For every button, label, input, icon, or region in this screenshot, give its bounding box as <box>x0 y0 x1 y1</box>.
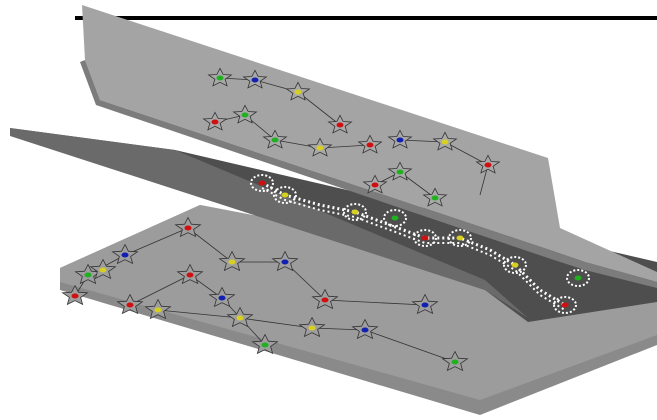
synapse-dot <box>397 170 404 175</box>
synapse-dot <box>85 273 92 278</box>
synapse-dot <box>422 303 429 308</box>
synapse-dot <box>337 123 344 128</box>
synapse-dot <box>362 328 369 333</box>
synapse-dot <box>259 181 266 186</box>
synapse-dot <box>282 193 289 198</box>
synapse-dot <box>187 273 194 278</box>
synapse-dot <box>309 326 316 331</box>
synapse-dot <box>422 236 429 241</box>
synapse-dot <box>562 303 569 308</box>
illustration <box>0 0 657 420</box>
synapse-dot <box>72 294 79 299</box>
synapse-dot <box>367 143 374 148</box>
synapse-dot <box>452 360 459 365</box>
synapse-dot <box>432 196 439 201</box>
synapse-dot <box>352 210 359 215</box>
synapse-dot <box>262 343 269 348</box>
synapse-dot <box>392 216 399 221</box>
synapse-dot <box>372 183 379 188</box>
synapse-dot <box>317 146 324 151</box>
synapse-dot <box>237 316 244 321</box>
synapse-dot <box>122 253 129 258</box>
synapse-dot <box>282 260 289 265</box>
synapse-dot <box>217 76 224 81</box>
synapse-dot <box>252 78 259 83</box>
synapse-dot <box>212 120 219 125</box>
synapse-dot <box>100 268 107 273</box>
synapse-dot <box>155 308 162 313</box>
synapse-dot <box>219 296 226 301</box>
synapse-dot <box>512 263 519 268</box>
synapse-dot <box>485 163 492 168</box>
synapse-dot <box>242 113 249 118</box>
synapse-dot <box>442 140 449 145</box>
synapse-dot <box>185 226 192 231</box>
synapse-dot <box>272 138 279 143</box>
synapse-dot <box>295 90 302 95</box>
page: (() => { const data = JSON.parse(documen… <box>0 0 657 420</box>
synapse-dot <box>457 236 464 241</box>
synapse-dot <box>575 276 582 281</box>
synapse-dot <box>397 138 404 143</box>
synapse-dot <box>229 260 236 265</box>
synapse-dot <box>322 298 329 303</box>
synapse-dot <box>127 303 134 308</box>
